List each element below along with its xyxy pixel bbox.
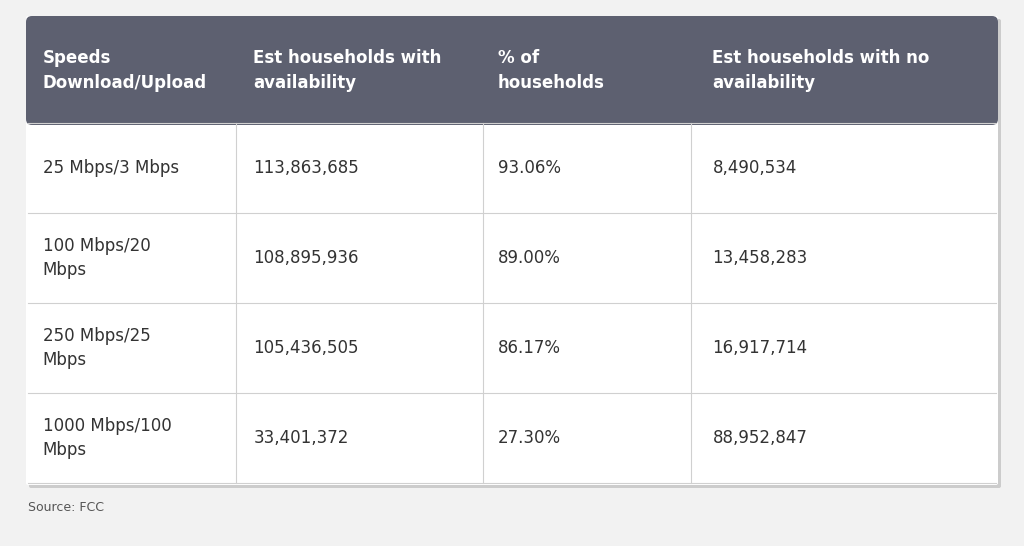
Text: 13,458,283: 13,458,283 [713, 249, 808, 267]
FancyBboxPatch shape [29, 19, 1001, 488]
Text: 25 Mbps/3 Mbps: 25 Mbps/3 Mbps [43, 159, 179, 177]
Text: Est households with
availability: Est households with availability [253, 49, 441, 92]
Text: 88,952,847: 88,952,847 [713, 429, 807, 447]
Text: 93.06%: 93.06% [498, 159, 560, 177]
Text: 108,895,936: 108,895,936 [253, 249, 358, 267]
Text: 1000 Mbps/100
Mbps: 1000 Mbps/100 Mbps [43, 417, 171, 459]
Text: 33,401,372: 33,401,372 [253, 429, 349, 447]
Text: 8,490,534: 8,490,534 [713, 159, 797, 177]
Text: 86.17%: 86.17% [498, 339, 560, 357]
Text: 16,917,714: 16,917,714 [713, 339, 808, 357]
Text: 89.00%: 89.00% [498, 249, 560, 267]
Text: Speeds
Download/Upload: Speeds Download/Upload [43, 49, 207, 92]
Bar [28, 113, 996, 123]
Text: 100 Mbps/20
Mbps: 100 Mbps/20 Mbps [43, 237, 151, 279]
Text: 113,863,685: 113,863,685 [253, 159, 359, 177]
Text: Est households with no
availability: Est households with no availability [713, 49, 930, 92]
Text: 105,436,505: 105,436,505 [253, 339, 358, 357]
Text: 250 Mbps/25
Mbps: 250 Mbps/25 Mbps [43, 327, 151, 369]
FancyBboxPatch shape [26, 16, 998, 125]
Text: % of
households: % of households [498, 49, 604, 92]
Text: 27.30%: 27.30% [498, 429, 561, 447]
Text: Source: FCC: Source: FCC [28, 501, 104, 514]
FancyBboxPatch shape [26, 16, 998, 485]
